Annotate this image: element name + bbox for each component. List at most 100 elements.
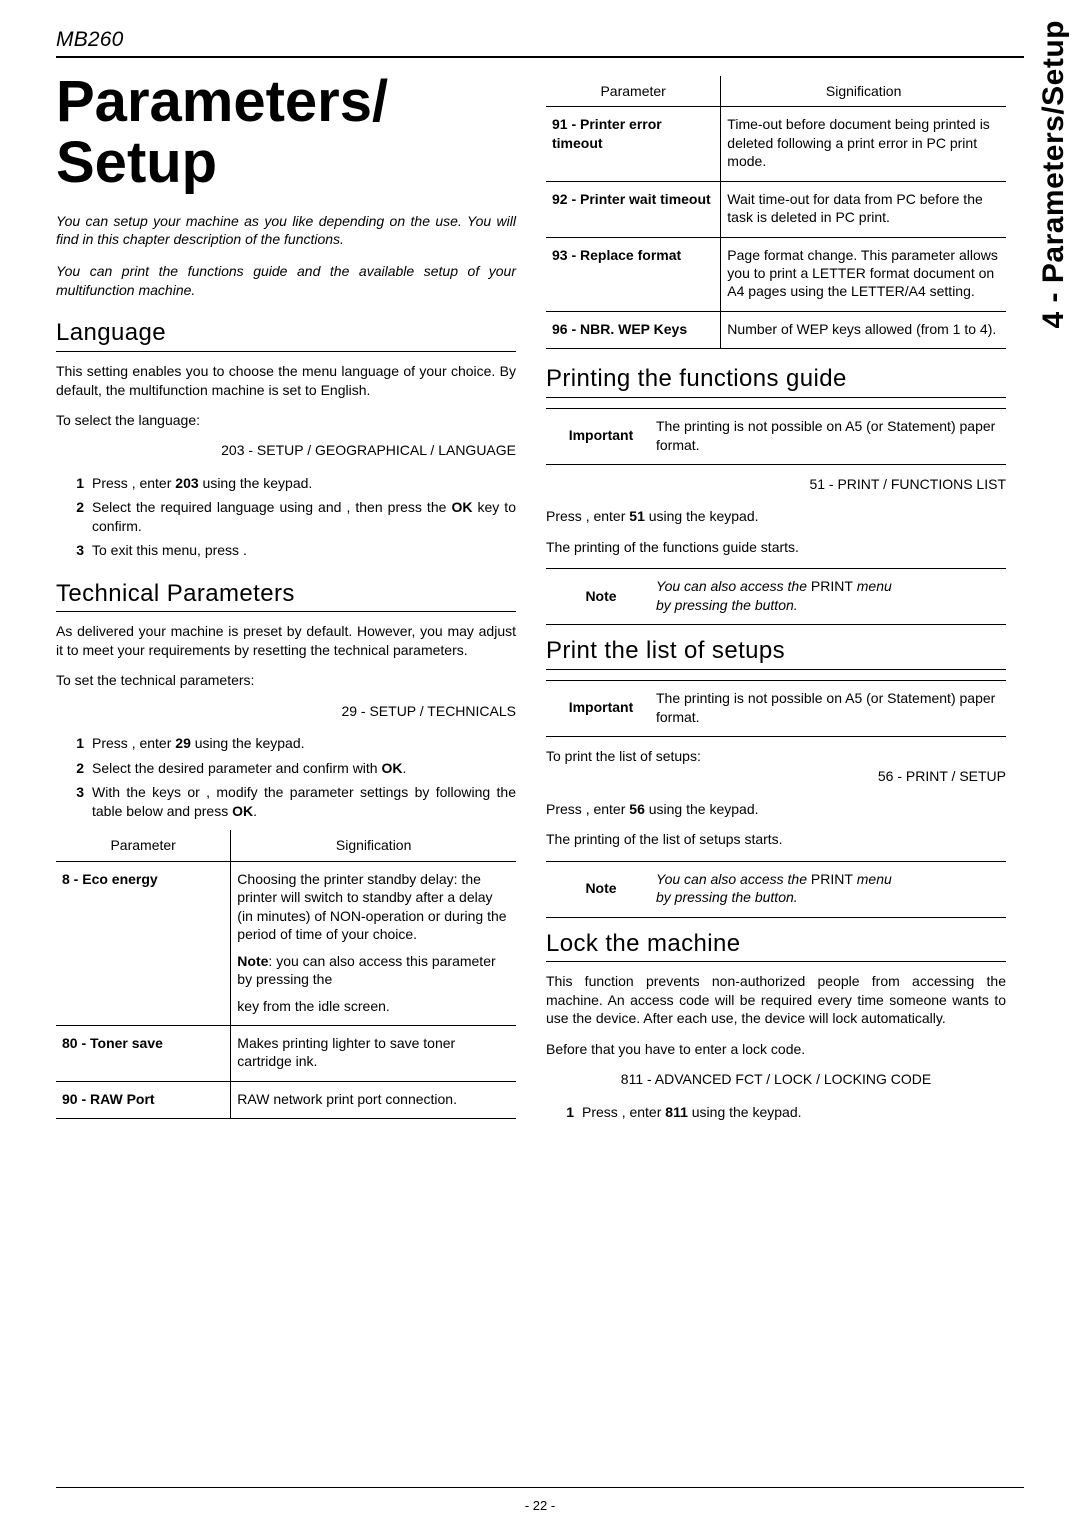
- section-lock: Lock the machine: [546, 928, 1006, 963]
- intro-para-2: You can print the functions guide and th…: [56, 262, 516, 299]
- doc-header: MB260: [56, 26, 1024, 54]
- table-row: 90 - RAW Port RAW network print port con…: [56, 1081, 516, 1118]
- step-num: 3: [56, 783, 92, 820]
- language-path: 203 - SETUP / GEOGRAPHICAL / LANGUAGE: [56, 441, 516, 459]
- important-block-2: Important The printing is not possible o…: [546, 680, 1006, 737]
- pl-starts: The printing of the list of setups start…: [546, 830, 1006, 848]
- note-label: Note: [546, 879, 656, 897]
- right-column: Parameter Signification 91 - Printer err…: [546, 68, 1006, 1132]
- param-name: 8 - Eco energy: [56, 861, 231, 1025]
- table-row: 91 - Printer error timeout Time-out befo…: [546, 107, 1006, 181]
- step-num: 1: [56, 474, 92, 492]
- language-body: This setting enables you to choose the m…: [56, 362, 516, 399]
- param-name: 93 - Replace format: [546, 237, 721, 311]
- pf-path: 51 - PRINT / FUNCTIONS LIST: [546, 475, 1006, 493]
- tech-step-2: 2 Select the desired parameter and confi…: [56, 759, 516, 777]
- section-technical: Technical Parameters: [56, 578, 516, 613]
- technical-set: To set the technical parameters:: [56, 671, 516, 689]
- param-desc: Makes printing lighter to save toner car…: [231, 1025, 516, 1081]
- important-text: The printing is not possible on A5 (or S…: [656, 417, 1006, 454]
- tech-step-3: 3 With the keys or , modify the paramete…: [56, 783, 516, 820]
- step-text: Press , enter 29 using the keypad.: [92, 734, 516, 752]
- desc-p1: Choosing the printer standby delay: the …: [237, 870, 510, 944]
- param-desc: Time-out before document being printed i…: [721, 107, 1006, 181]
- lang-step-3: 3 To exit this menu, press .: [56, 541, 516, 559]
- language-steps: 1 Press , enter 203 using the keypad. 2 …: [56, 474, 516, 560]
- left-param-table: Parameter Signification 8 - Eco energy C…: [56, 830, 516, 1119]
- page-title-line2: Setup: [56, 133, 516, 194]
- left-column: Parameters/ Setup You can setup your mac…: [56, 68, 516, 1132]
- note-block-2: Note You can also access the PRINT menu …: [546, 861, 1006, 918]
- desc-p3: key from the idle screen.: [237, 997, 510, 1015]
- desc-p2: Note: you can also access this parameter…: [237, 952, 510, 989]
- important-label: Important: [546, 426, 656, 444]
- language-select: To select the language:: [56, 411, 516, 429]
- lock-steps: 1 Press , enter 811 using the keypad.: [546, 1103, 1006, 1121]
- param-desc: Choosing the printer standby delay: the …: [231, 861, 516, 1025]
- step-num: 3: [56, 541, 92, 559]
- th-signification: Signification: [721, 76, 1006, 107]
- table-row: 96 - NBR. WEP Keys Number of WEP keys al…: [546, 311, 1006, 348]
- lang-step-2: 2 Select the required language using and…: [56, 498, 516, 535]
- footer-rule: [56, 1487, 1024, 1488]
- note-text: You can also access the PRINT menu by pr…: [656, 577, 1006, 614]
- table-header-row: Parameter Signification: [546, 76, 1006, 107]
- param-name: 91 - Printer error timeout: [546, 107, 721, 181]
- header-rule: [56, 56, 1024, 58]
- pl-path: 56 - PRINT / SETUP: [546, 767, 1006, 785]
- param-desc: RAW network print port connection.: [231, 1081, 516, 1118]
- pl-press: Press , enter 56 using the keypad.: [546, 800, 1006, 818]
- lock-before: Before that you have to enter a lock cod…: [546, 1040, 1006, 1058]
- th-parameter: Parameter: [546, 76, 721, 107]
- step-text: Press , enter 203 using the keypad.: [92, 474, 516, 492]
- table-row: 80 - Toner save Makes printing lighter t…: [56, 1025, 516, 1081]
- note-text: You can also access the PRINT menu by pr…: [656, 870, 1006, 907]
- table-row: 8 - Eco energy Choosing the printer stan…: [56, 861, 516, 1025]
- param-name: 92 - Printer wait timeout: [546, 181, 721, 237]
- step-num: 1: [546, 1103, 582, 1121]
- step-num: 2: [56, 759, 92, 777]
- step-text: With the keys or , modify the parameter …: [92, 783, 516, 820]
- section-print-functions: Printing the functions guide: [546, 363, 1006, 398]
- param-desc: Page format change. This parameter allow…: [721, 237, 1006, 311]
- th-signification: Signification: [231, 830, 516, 861]
- param-name: 96 - NBR. WEP Keys: [546, 311, 721, 348]
- param-name: 80 - Toner save: [56, 1025, 231, 1081]
- step-num: 1: [56, 734, 92, 752]
- pl-to: To print the list of setups:: [546, 747, 1006, 765]
- step-num: 2: [56, 498, 92, 535]
- intro-para-1: You can setup your machine as you like d…: [56, 212, 516, 249]
- step-text: Select the desired parameter and confirm…: [92, 759, 516, 777]
- section-language: Language: [56, 317, 516, 352]
- pf-starts: The printing of the functions guide star…: [546, 538, 1006, 556]
- tech-step-1: 1 Press , enter 29 using the keypad.: [56, 734, 516, 752]
- table-header-row: Parameter Signification: [56, 830, 516, 861]
- technical-body: As delivered your machine is preset by d…: [56, 622, 516, 659]
- right-param-table: Parameter Signification 91 - Printer err…: [546, 76, 1006, 350]
- pf-press: Press , enter 51 using the keypad.: [546, 507, 1006, 525]
- technical-path: 29 - SETUP / TECHNICALS: [56, 702, 516, 720]
- param-desc: Number of WEP keys allowed (from 1 to 4)…: [721, 311, 1006, 348]
- th-parameter: Parameter: [56, 830, 231, 861]
- important-block-1: Important The printing is not possible o…: [546, 408, 1006, 465]
- table-row: 92 - Printer wait timeout Wait time-out …: [546, 181, 1006, 237]
- lock-body: This function prevents non-authorized pe…: [546, 972, 1006, 1027]
- technical-steps: 1 Press , enter 29 using the keypad. 2 S…: [56, 734, 516, 820]
- section-print-list: Print the list of setups: [546, 635, 1006, 670]
- important-label: Important: [546, 698, 656, 716]
- table-row: 93 - Replace format Page format change. …: [546, 237, 1006, 311]
- note-block-1: Note You can also access the PRINT menu …: [546, 568, 1006, 625]
- step-text: Press , enter 811 using the keypad.: [582, 1103, 1006, 1121]
- param-name: 90 - RAW Port: [56, 1081, 231, 1118]
- side-tab: 4 - Parameters/Setup: [1034, 20, 1074, 328]
- step-text: Select the required language using and ,…: [92, 498, 516, 535]
- param-desc: Wait time-out for data from PC before th…: [721, 181, 1006, 237]
- lock-step-1: 1 Press , enter 811 using the keypad.: [546, 1103, 1006, 1121]
- important-text: The printing is not possible on A5 (or S…: [656, 689, 1006, 726]
- lang-step-1: 1 Press , enter 203 using the keypad.: [56, 474, 516, 492]
- lock-path: 811 - ADVANCED FCT / LOCK / LOCKING CODE: [546, 1070, 1006, 1088]
- step-text: To exit this menu, press .: [92, 541, 516, 559]
- note-label: Note: [546, 587, 656, 605]
- page-title-line1: Parameters/: [56, 72, 516, 133]
- page-number: - 22 -: [0, 1497, 1080, 1514]
